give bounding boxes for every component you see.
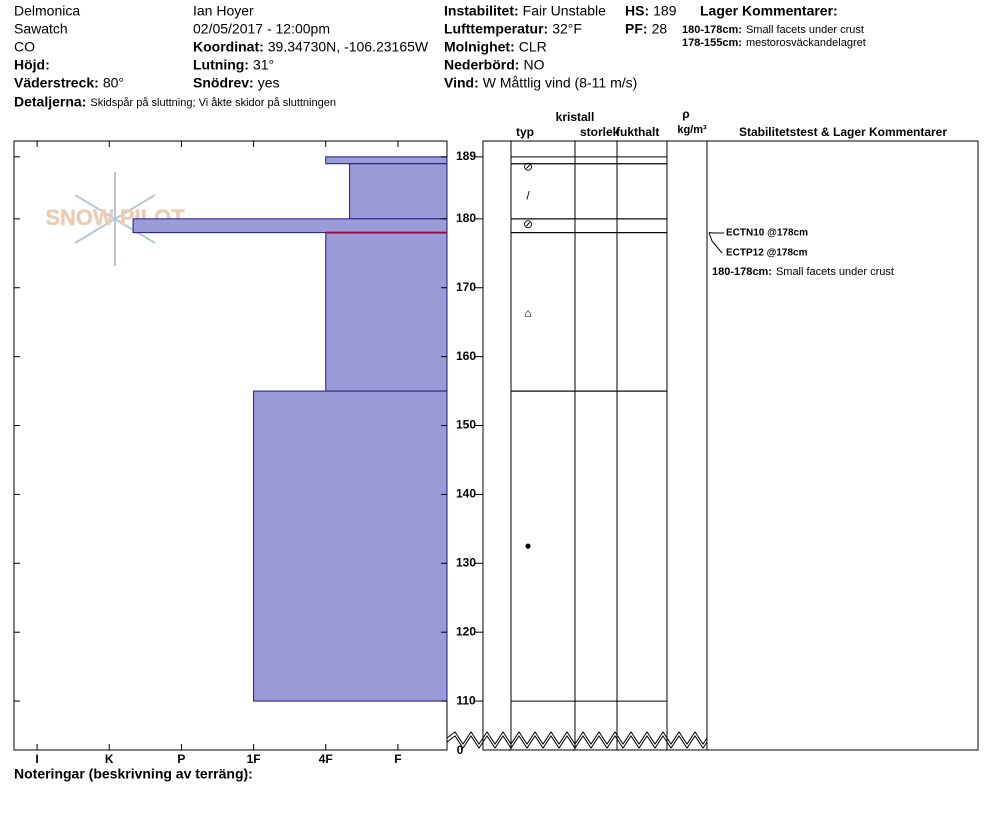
- value: yes: [258, 75, 280, 91]
- label: Lutning:: [193, 57, 249, 73]
- col-header: typ: [516, 125, 534, 139]
- y-tick-label: 140: [456, 487, 476, 501]
- label: Vind:: [444, 75, 479, 91]
- label: Lager Kommentarer:: [700, 3, 838, 19]
- grain-symbol: ⊘: [523, 217, 533, 231]
- label: Lufttemperatur:: [444, 21, 548, 37]
- text: CO: [14, 39, 35, 55]
- hardness-bar: [349, 163, 448, 220]
- label: 180-178cm:: [712, 266, 772, 278]
- axis-break-label: 0: [457, 743, 464, 757]
- label: Höjd:: [14, 57, 50, 73]
- col-header: Stabilitetstest & Lager Kommentarer: [739, 125, 947, 139]
- text: 02/05/2017 - 12:00pm: [193, 21, 330, 37]
- y-tick-label: 170: [456, 280, 476, 294]
- x-tick-label: P: [177, 752, 185, 766]
- grain-symbol: ⊘: [523, 159, 533, 173]
- col-header: ρ: [682, 107, 689, 121]
- text: Delmonica: [14, 3, 80, 19]
- text: Ian Hoyer: [193, 3, 254, 19]
- x-tick-label: F: [394, 752, 401, 766]
- y-tick-label: 160: [456, 349, 476, 363]
- value: 28: [652, 21, 668, 37]
- label: Detaljerna:: [14, 94, 86, 110]
- hardness-bar: [325, 232, 448, 392]
- value: Small facets under crust: [776, 266, 894, 278]
- label: Molnighet:: [444, 39, 515, 55]
- axis-break: [446, 731, 708, 745]
- label: Nederbörd:: [444, 57, 519, 73]
- y-tick-label: 110: [456, 693, 476, 707]
- col-header: kristall: [556, 110, 595, 124]
- hardness-bar: [325, 156, 448, 165]
- y-tick-label: 120: [456, 624, 476, 638]
- table-frame: [482, 140, 979, 751]
- label: Koordinat:: [193, 39, 264, 55]
- x-tick-label: K: [105, 752, 114, 766]
- col-header: fukthalt: [616, 125, 659, 139]
- x-tick-label: I: [35, 752, 38, 766]
- label: 180-178cm:: [682, 24, 742, 36]
- stability-test: ECTP12 @178cm: [726, 248, 808, 259]
- col-header: storlek: [580, 125, 620, 139]
- grain-symbol: ⌂: [524, 306, 531, 320]
- logo-flake: [74, 172, 156, 266]
- y-tick-label: 150: [456, 418, 476, 432]
- label: 178-155cm:: [682, 37, 742, 49]
- axis-break: [446, 735, 708, 749]
- value: Skidspår på sluttning; Vi åkte skidor på…: [90, 97, 336, 109]
- value: W Måttlig vind (8-11 m/s): [483, 75, 638, 91]
- value: 39.34730N, -106.23165W: [268, 39, 429, 55]
- label: PF:: [625, 21, 648, 37]
- value: NO: [523, 57, 544, 73]
- value: CLR: [519, 39, 547, 55]
- label: HS:: [625, 3, 649, 19]
- label: Snödrev:: [193, 75, 254, 91]
- stability-test: ECTN10 @178cm: [726, 228, 808, 239]
- value: 32°F: [552, 21, 582, 37]
- grain-symbol: ●: [524, 538, 531, 552]
- label: Väderstreck:: [14, 75, 99, 91]
- y-tick-label: 189: [456, 149, 476, 163]
- y-tick-label: 180: [456, 211, 476, 225]
- hardness-bar: [132, 218, 448, 234]
- value: Small facets under crust: [746, 24, 864, 36]
- label: Instabilitet:: [444, 3, 519, 19]
- value: mestorosväckandelagret: [746, 37, 866, 49]
- y-tick-label: 130: [456, 555, 476, 569]
- hardness-bar: [253, 390, 448, 702]
- grain-symbol: /: [526, 188, 530, 202]
- col-header: kg/m³: [677, 124, 707, 136]
- test-arrow: [708, 232, 723, 254]
- notes-label: Noteringar (beskrivning av terräng):: [14, 766, 253, 782]
- x-tick-label: 4F: [319, 752, 333, 766]
- value: 31°: [253, 57, 274, 73]
- text: Sawatch: [14, 21, 68, 37]
- value: 189: [653, 3, 677, 19]
- value: Fair Unstable: [523, 3, 606, 19]
- x-tick-label: 1F: [247, 752, 261, 766]
- value: 80°: [103, 75, 124, 91]
